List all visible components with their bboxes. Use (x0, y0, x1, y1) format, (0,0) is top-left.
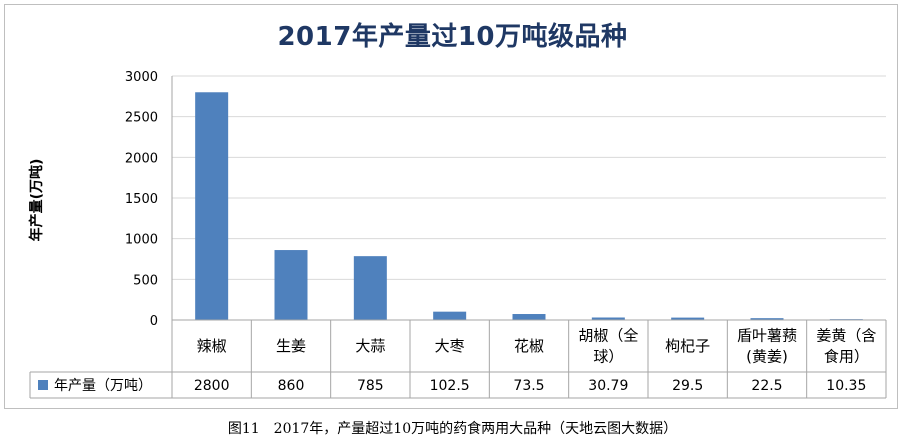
data-value-label: 30.79 (588, 378, 628, 394)
figure-caption: 图11 2017年，产量超过10万吨的药食两用大品种（天地云图大数据） (227, 421, 678, 437)
data-value-label: 785 (357, 378, 384, 394)
category-label: 食用） (824, 348, 869, 366)
category-label: (黄姜) (746, 348, 788, 366)
category-label: 盾叶薯蓣 (737, 327, 797, 345)
category-label: 姜黄（含 (816, 327, 876, 345)
bar (591, 317, 625, 320)
bar (195, 92, 229, 321)
category-label: 大枣 (435, 337, 465, 355)
category-label: 枸杞子 (665, 337, 710, 355)
y-tick-label: 500 (133, 273, 158, 288)
category-label: 生姜 (276, 337, 306, 355)
bar (274, 250, 308, 320)
y-axis-label: 年产量(万吨) (29, 158, 45, 242)
chart-frame (4, 4, 898, 409)
data-value-label: 22.5 (751, 378, 782, 394)
category-label: 球） (593, 348, 623, 366)
legend-swatch (38, 380, 48, 390)
bar (433, 311, 467, 320)
category-label: 大蒜 (355, 337, 385, 355)
category-label: 花椒 (514, 337, 544, 355)
y-tick-label: 3000 (125, 70, 158, 85)
y-tick-label: 1500 (125, 192, 158, 207)
category-label: 辣椒 (197, 337, 227, 355)
category-label: 胡椒（全 (578, 327, 638, 345)
y-tick-label: 2500 (125, 111, 158, 126)
data-value-label: 2800 (194, 378, 230, 394)
y-tick-label: 2000 (125, 151, 158, 166)
bar (671, 317, 705, 320)
data-value-label: 29.5 (672, 378, 703, 394)
bar (750, 318, 784, 320)
data-value-label: 102.5 (430, 378, 470, 394)
data-value-label: 10.35 (826, 378, 866, 394)
bar (512, 314, 546, 320)
bar (353, 256, 387, 320)
y-tick-label: 0 (150, 314, 158, 329)
data-value-label: 73.5 (513, 378, 544, 394)
legend-label: 年产量（万吨） (54, 378, 152, 394)
y-tick-label: 1000 (125, 233, 158, 248)
chart-title: 2017年产量过10万吨级品种 (277, 22, 628, 52)
data-value-label: 860 (278, 378, 305, 394)
